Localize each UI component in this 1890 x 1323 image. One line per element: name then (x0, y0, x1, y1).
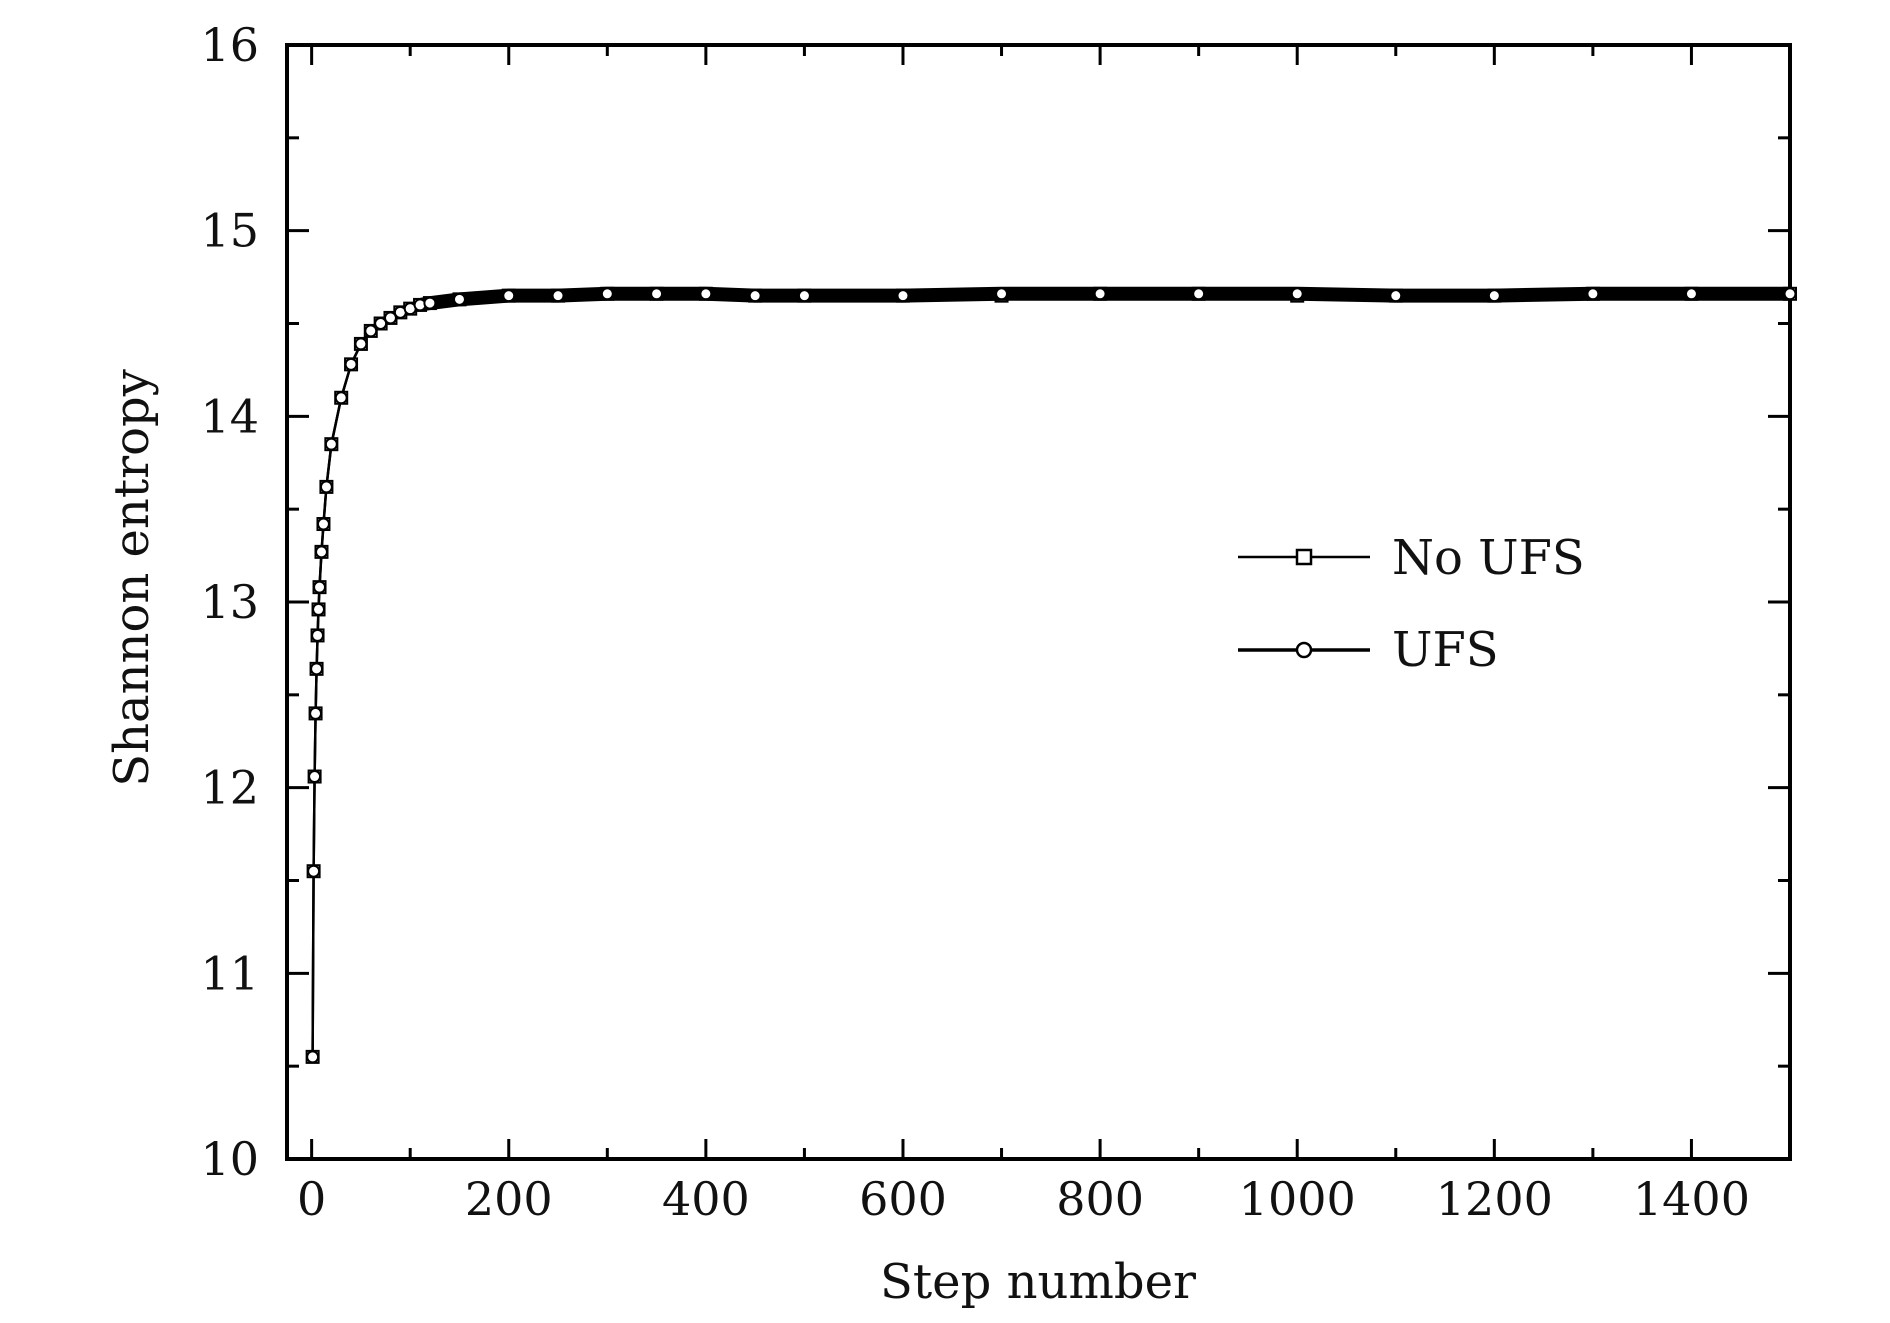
data-point-circle (1389, 289, 1403, 303)
data-point-circle (1192, 287, 1206, 301)
x-tick-label: 0 (297, 1172, 326, 1226)
data-point-circle (1093, 287, 1107, 301)
data-point-circle (364, 324, 378, 338)
x-axis-ticks: 0 200 400 600 800 1000 1200 1400 (297, 45, 1792, 1226)
data-point-circle (1290, 287, 1304, 301)
data-point-circle (452, 292, 466, 306)
data-point-circle (423, 296, 437, 310)
data-point-circle (374, 317, 388, 330)
data-point-circle (334, 391, 348, 405)
x-tick-label: 600 (859, 1172, 947, 1226)
data-point-circle (600, 287, 614, 301)
x-tick-label: 1400 (1633, 1172, 1750, 1226)
legend-entry-no-ufs: No UFS (1238, 530, 1585, 586)
data-point-circle (1487, 289, 1501, 303)
data-point-circle (354, 337, 368, 351)
y-axis-ticks: 10 11 12 13 14 15 16 (200, 18, 1790, 1186)
data-point-circle (650, 287, 664, 301)
y-tick-label: 12 (200, 761, 259, 815)
y-tick-label: 10 (200, 1132, 259, 1186)
data-point-circle (551, 289, 565, 303)
x-tick-label: 800 (1056, 1172, 1144, 1226)
data-point-circle (1586, 287, 1600, 301)
x-tick-label: 200 (465, 1172, 553, 1226)
data-point-circle (309, 706, 323, 720)
y-axis-title: Shannon entropy (104, 369, 160, 787)
series-layer (305, 286, 1797, 1064)
data-point-circle (310, 662, 324, 676)
data-point-circle (312, 602, 326, 616)
y-tick-label: 13 (200, 575, 259, 629)
x-tick-label: 1200 (1436, 1172, 1553, 1226)
data-point-circle (502, 289, 516, 303)
x-axis-title: Step number (880, 1254, 1196, 1310)
data-point-circle (308, 770, 322, 784)
y-tick-label: 15 (200, 204, 259, 258)
legend-label-no-ufs: No UFS (1392, 530, 1585, 586)
data-point-circle (311, 628, 325, 642)
data-point-circle (383, 311, 397, 325)
data-point-circle (797, 289, 811, 303)
data-point-circle (313, 580, 327, 594)
legend-entry-ufs: UFS (1238, 622, 1499, 678)
legend: No UFS UFS (1238, 530, 1585, 678)
data-point-circle (1684, 287, 1698, 301)
data-point-circle (995, 287, 1009, 301)
data-point-circle (896, 289, 910, 303)
series-ufs (306, 286, 1797, 1064)
y-tick-label: 11 (200, 946, 259, 1000)
x-tick-label: 1000 (1239, 1172, 1356, 1226)
data-point-circle (314, 545, 328, 559)
series-fluctuation-band (420, 286, 1791, 312)
data-point-circle (319, 480, 333, 494)
data-point-circle (316, 517, 330, 531)
y-tick-label: 14 (200, 389, 259, 443)
y-tick-label: 16 (200, 18, 259, 72)
data-point-circle (307, 864, 321, 878)
x-tick-label: 400 (662, 1172, 750, 1226)
data-point-circle (344, 357, 358, 371)
data-point-circle (699, 287, 713, 301)
data-point-circle (1783, 287, 1797, 301)
data-point-circle (748, 289, 762, 303)
legend-marker-circle (1295, 641, 1313, 659)
data-point-circle (306, 1050, 320, 1064)
legend-marker-square (1295, 548, 1313, 566)
legend-label-ufs: UFS (1392, 622, 1499, 678)
data-point-circle (324, 437, 338, 451)
